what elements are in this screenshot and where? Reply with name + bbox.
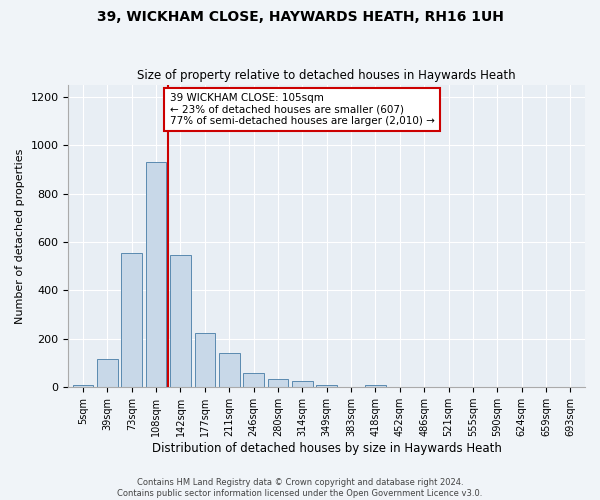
Text: 39 WICKHAM CLOSE: 105sqm
← 23% of detached houses are smaller (607)
77% of semi-: 39 WICKHAM CLOSE: 105sqm ← 23% of detach… bbox=[170, 93, 434, 126]
X-axis label: Distribution of detached houses by size in Haywards Heath: Distribution of detached houses by size … bbox=[152, 442, 502, 455]
Bar bbox=[73, 386, 94, 387]
Bar bbox=[292, 381, 313, 387]
Bar bbox=[170, 256, 191, 387]
Bar bbox=[146, 162, 166, 387]
Text: Contains HM Land Registry data © Crown copyright and database right 2024.
Contai: Contains HM Land Registry data © Crown c… bbox=[118, 478, 482, 498]
Y-axis label: Number of detached properties: Number of detached properties bbox=[15, 148, 25, 324]
Bar bbox=[365, 386, 386, 387]
Bar bbox=[243, 373, 264, 387]
Bar bbox=[121, 253, 142, 387]
Bar bbox=[268, 379, 289, 387]
Title: Size of property relative to detached houses in Haywards Heath: Size of property relative to detached ho… bbox=[137, 69, 516, 82]
Bar bbox=[194, 332, 215, 387]
Text: 39, WICKHAM CLOSE, HAYWARDS HEATH, RH16 1UH: 39, WICKHAM CLOSE, HAYWARDS HEATH, RH16 … bbox=[97, 10, 503, 24]
Bar bbox=[219, 354, 239, 387]
Bar bbox=[97, 360, 118, 387]
Bar bbox=[316, 385, 337, 387]
